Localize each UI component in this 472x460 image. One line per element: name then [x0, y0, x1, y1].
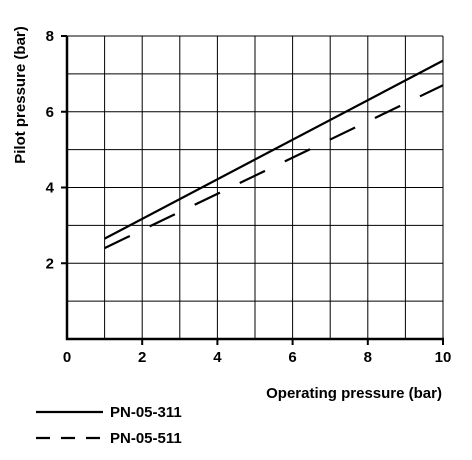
x-tick-label: 4 — [213, 349, 222, 366]
x-tick-label: 8 — [364, 349, 372, 366]
x-axis-label: Operating pressure (bar) — [266, 385, 442, 402]
x-tick-labels: 0 2 4 6 8 10 — [63, 349, 452, 366]
x-tick-label: 6 — [288, 349, 296, 366]
y-tick-label: 4 — [46, 180, 55, 197]
series-line-1 — [104, 59, 444, 240]
x-tick-label: 0 — [63, 349, 71, 366]
y-tick-label: 2 — [46, 255, 54, 272]
x-tick-label: 10 — [435, 349, 452, 366]
series-line-2 — [104, 84, 444, 250]
series-lines — [104, 59, 444, 250]
y-tick-labels: 2 4 6 8 — [46, 28, 55, 272]
x-tick-label: 2 — [138, 349, 146, 366]
y-axis-label: Pilot pressure (bar) — [12, 26, 29, 164]
axes — [61, 35, 444, 345]
grid — [67, 35, 444, 339]
legend-label-1: PN-05-311 — [110, 404, 182, 421]
y-tick-label: 6 — [46, 104, 54, 121]
legend: PN-05-311 PN-05-511 — [36, 404, 182, 447]
y-tick-label: 8 — [46, 28, 54, 45]
legend-label-2: PN-05-511 — [110, 430, 182, 447]
